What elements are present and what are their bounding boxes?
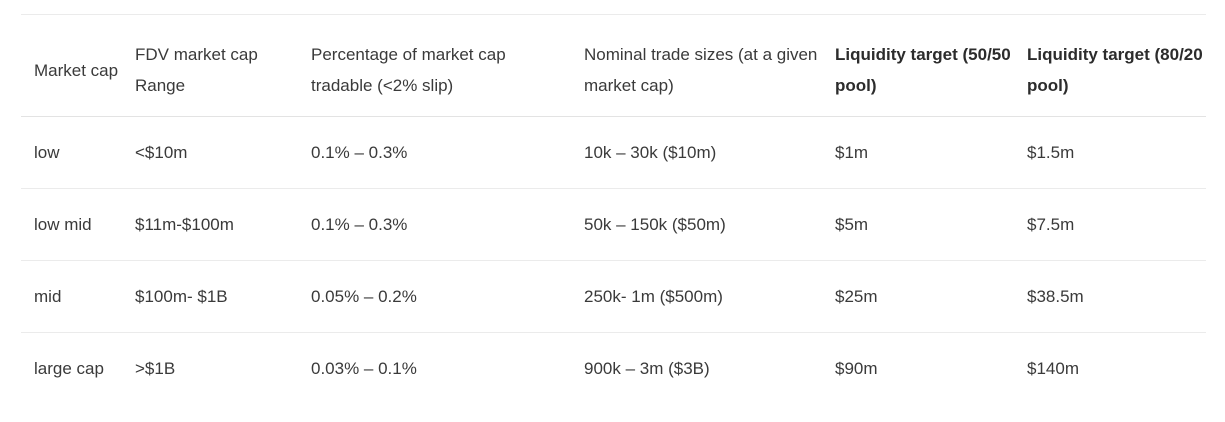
cell-nominal-trade-sizes: 250k- 1m ($500m) (571, 260, 822, 333)
header-liquidity-target-80-20: Liquidity target (80/20 pool) (1014, 24, 1206, 117)
table-header-row: Market cap FDV market cap Range Percenta… (21, 24, 1206, 117)
cell-market-cap: mid (21, 260, 122, 333)
cell-percentage-tradable: 0.03% – 0.1% (311, 358, 417, 378)
liquidity-targets-table: Market cap FDV market cap Range Percenta… (21, 24, 1206, 404)
table-top-divider (21, 14, 1206, 15)
table-row: low mid $11m-$100m 0.1% – 0.3% 50k – 150… (21, 188, 1206, 261)
cell-fdv-range: $11m-$100m (122, 188, 298, 261)
cell-liquidity-target-50-50: $1m (822, 116, 1014, 189)
cell-percentage-tradable: 0.1% – 0.3% (298, 116, 571, 189)
cell-fdv-range: >$1B (135, 358, 176, 378)
cell-liquidity-target-50-50: $90m (835, 358, 878, 378)
header-liquidity-target-50-50: Liquidity target (50/50 pool) (822, 24, 1014, 117)
cell-nominal-trade-sizes: 50k – 150k ($50m) (571, 188, 822, 261)
cell-market-cap: low mid (21, 188, 122, 261)
cell-percentage-tradable: 0.05% – 0.2% (298, 260, 571, 333)
cell-liquidity-target-50-50: $5m (822, 188, 1014, 261)
cell-liquidity-target-80-20: $38.5m (1014, 260, 1206, 333)
header-fdv-range: FDV market cap Range (122, 24, 298, 117)
table-row: large cap >$1B 0.03% – 0.1% 900k – 3m ($… (21, 333, 1206, 405)
header-percentage-tradable: Percentage of market cap tradable (<2% s… (298, 24, 571, 117)
cell-market-cap: low (21, 116, 122, 189)
header-nominal-trade-sizes: Nominal trade sizes (at a given market c… (571, 24, 822, 117)
cell-market-cap: large cap (34, 358, 104, 378)
table-row: mid $100m- $1B 0.05% – 0.2% 250k- 1m ($5… (21, 260, 1206, 333)
table-row: low <$10m 0.1% – 0.3% 10k – 30k ($10m) $… (21, 116, 1206, 189)
cell-fdv-range: $100m- $1B (122, 260, 298, 333)
cell-liquidity-target-80-20: $140m (1027, 358, 1079, 378)
cell-liquidity-target-80-20: $7.5m (1014, 188, 1206, 261)
cell-liquidity-target-80-20: $1.5m (1014, 116, 1206, 189)
cell-fdv-range: <$10m (122, 116, 298, 189)
cell-liquidity-target-50-50: $25m (822, 260, 1014, 333)
cell-nominal-trade-sizes: 900k – 3m ($3B) (584, 358, 710, 378)
cell-percentage-tradable: 0.1% – 0.3% (298, 188, 571, 261)
cell-nominal-trade-sizes: 10k – 30k ($10m) (571, 116, 822, 189)
header-market-cap: Market cap (21, 24, 122, 117)
